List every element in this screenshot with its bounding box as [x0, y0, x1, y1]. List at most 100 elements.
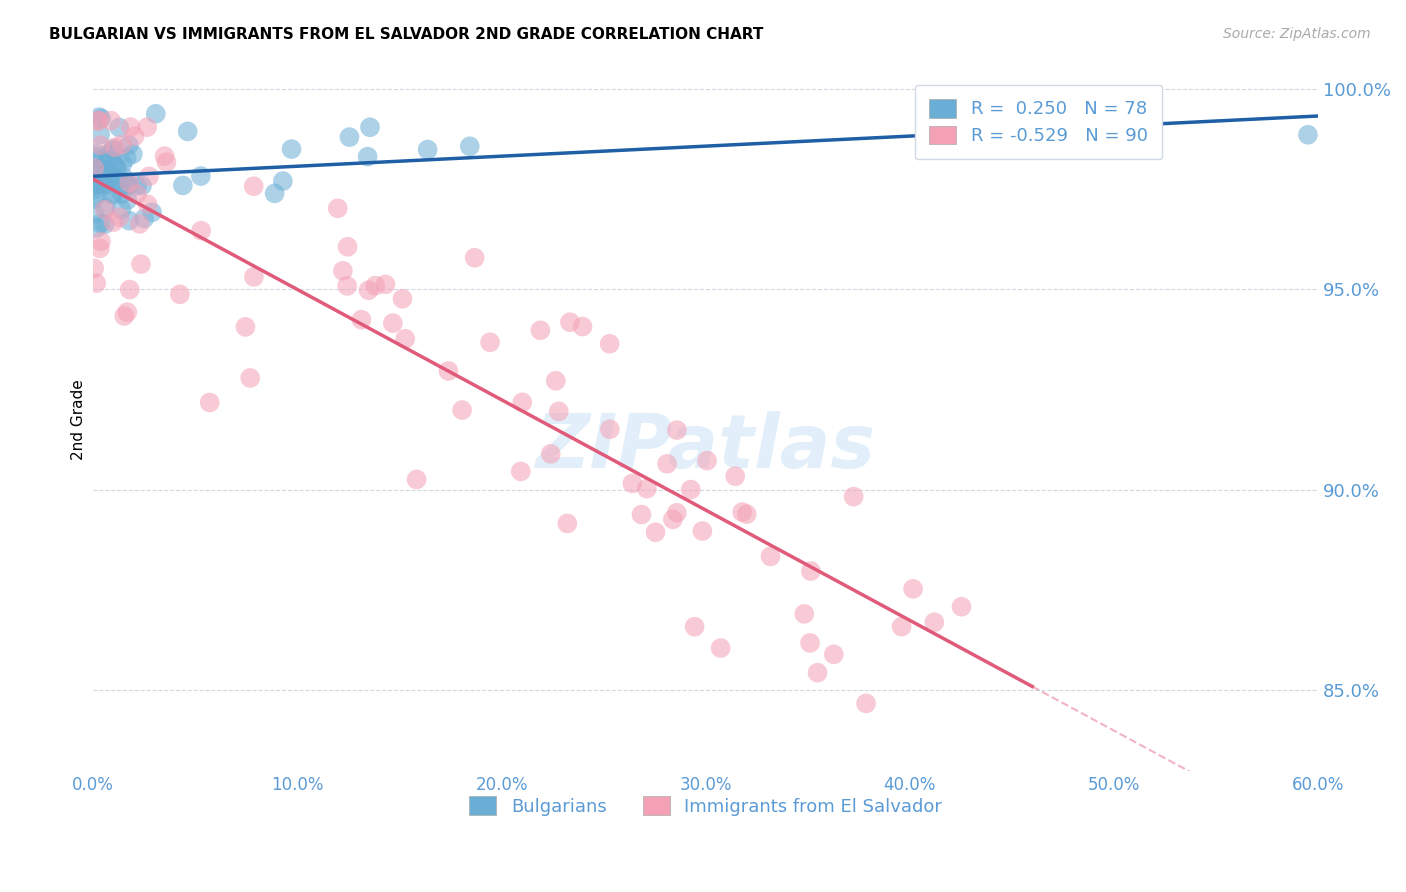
Point [823, 648, 845, 662]
Point [83, 261, 105, 276]
Point [451, 403, 474, 417]
Point [101, 188, 124, 202]
Point [98, 172, 121, 186]
Point [118, 213, 141, 227]
Point [890, 620, 912, 634]
Point [806, 665, 828, 680]
Point [104, 170, 127, 185]
Point [111, 187, 134, 202]
Point [97, 146, 120, 161]
Point [374, 277, 396, 292]
Point [86, 175, 108, 189]
Point [115, 151, 138, 165]
Point [117, 193, 139, 207]
Point [145, 107, 167, 121]
Point [799, 636, 821, 650]
Point [271, 174, 294, 188]
Point [901, 582, 924, 596]
Point [235, 319, 257, 334]
Point [416, 143, 439, 157]
Point [118, 283, 141, 297]
Point [117, 178, 139, 193]
Point [621, 476, 644, 491]
Point [136, 197, 159, 211]
Point [94, 164, 117, 178]
Text: BULGARIAN VS IMMIGRANTS FROM EL SALVADOR 2ND GRADE CORRELATION CHART: BULGARIAN VS IMMIGRANTS FROM EL SALVADOR… [49, 27, 763, 42]
Point [84, 276, 107, 290]
Point [112, 309, 135, 323]
Text: Source: ZipAtlas.com: Source: ZipAtlas.com [1223, 27, 1371, 41]
Point [153, 149, 176, 163]
Point [138, 169, 160, 184]
Point [198, 395, 221, 409]
Point [87, 110, 110, 124]
Point [644, 525, 666, 540]
Point [692, 524, 714, 538]
Point [94, 202, 117, 217]
Point [89, 128, 111, 142]
Point [169, 287, 191, 301]
Point [103, 157, 125, 171]
Point [510, 395, 533, 409]
Point [759, 549, 782, 564]
Point [89, 162, 111, 177]
Point [86, 161, 108, 176]
Point [662, 512, 685, 526]
Y-axis label: 2nd Grade: 2nd Grade [72, 379, 86, 460]
Point [101, 186, 124, 201]
Point [332, 264, 354, 278]
Point [571, 319, 593, 334]
Point [97, 154, 120, 169]
Point [98, 170, 121, 185]
Point [558, 315, 581, 329]
Point [83, 206, 105, 220]
Point [339, 130, 361, 145]
Point [540, 447, 562, 461]
Point [90, 235, 112, 249]
Point [83, 161, 105, 176]
Point [108, 211, 131, 225]
Point [122, 147, 145, 161]
Point [90, 167, 112, 181]
Point [104, 140, 127, 154]
Point [190, 169, 212, 183]
Point [800, 564, 823, 578]
Point [243, 269, 266, 284]
Point [924, 615, 946, 630]
Point [394, 332, 416, 346]
Point [91, 170, 114, 185]
Point [665, 423, 688, 437]
Point [336, 240, 359, 254]
Point [89, 138, 111, 153]
Point [84, 167, 107, 181]
Point [555, 516, 578, 531]
Point [103, 144, 125, 158]
Point [125, 187, 148, 202]
Point [544, 374, 567, 388]
Point [87, 113, 110, 128]
Point [84, 145, 107, 160]
Point [630, 508, 652, 522]
Point [172, 178, 194, 193]
Point [350, 312, 373, 326]
Point [89, 217, 111, 231]
Point [655, 457, 678, 471]
Point [509, 464, 531, 478]
Point [710, 641, 733, 656]
Point [336, 279, 359, 293]
Point [131, 178, 153, 193]
Point [91, 153, 114, 167]
Point [842, 490, 865, 504]
Point [731, 505, 754, 519]
Point [96, 178, 118, 192]
Point [108, 120, 131, 135]
Point [97, 163, 120, 178]
Point [105, 159, 128, 173]
Point [117, 305, 139, 319]
Point [239, 371, 262, 385]
Point [86, 221, 108, 235]
Point [89, 241, 111, 255]
Point [155, 155, 177, 169]
Point [87, 113, 110, 128]
Point [83, 192, 105, 206]
